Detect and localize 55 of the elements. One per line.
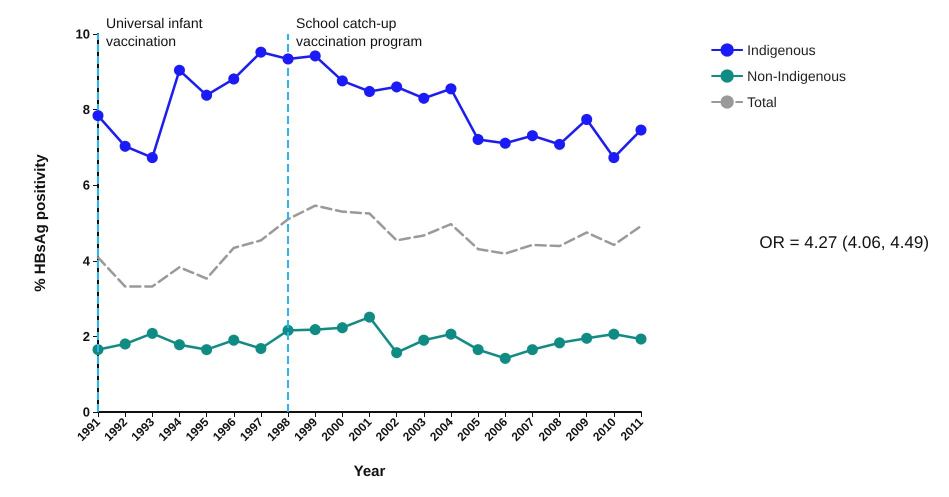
- point: [608, 152, 620, 164]
- point: [146, 152, 158, 164]
- point: [92, 110, 104, 122]
- point: [636, 124, 646, 136]
- point: [310, 50, 321, 62]
- point: [336, 322, 348, 334]
- legend-label: Indigenous: [747, 42, 816, 58]
- legend-label: Total: [747, 94, 777, 110]
- legend-label: Non-Indigenous: [747, 68, 846, 84]
- point: [336, 75, 348, 86]
- point: [472, 134, 484, 145]
- point: [526, 130, 538, 142]
- point: [445, 83, 456, 94]
- point: [554, 337, 566, 348]
- point: [500, 352, 511, 364]
- point: [554, 138, 566, 150]
- point: [201, 344, 212, 356]
- y-axis-title: % HBsAg positivity: [32, 154, 49, 292]
- x-axis-title: Year: [354, 463, 386, 480]
- point: [581, 332, 592, 344]
- point: [391, 81, 402, 92]
- point: [146, 328, 158, 339]
- point: [526, 344, 538, 356]
- line-series: [96, 204, 642, 288]
- point: [364, 312, 375, 323]
- point: [174, 64, 185, 76]
- y-tick-label: 10: [76, 26, 90, 42]
- y-tick-label: 2: [82, 328, 90, 344]
- point: [282, 53, 294, 64]
- y-tick-label: 8: [82, 102, 90, 118]
- point: [445, 328, 456, 340]
- point: [391, 347, 402, 358]
- point: [636, 334, 646, 345]
- point: [120, 338, 131, 350]
- point: [608, 328, 620, 340]
- point: [472, 344, 484, 356]
- point: [255, 46, 266, 58]
- point: [310, 324, 321, 336]
- point: [228, 334, 240, 346]
- ref-line-label: School catch-up vaccination program: [296, 15, 422, 49]
- point: [201, 90, 212, 101]
- text: OR = 4.27 (4.06, 4.49): [759, 233, 930, 252]
- point: [581, 114, 592, 125]
- point: [174, 339, 185, 350]
- ref-line-label: Universal infant vaccination: [106, 15, 203, 49]
- y-tick-label: 6: [82, 178, 90, 193]
- point: [228, 73, 240, 84]
- y-tick-label: 0: [82, 404, 90, 420]
- point: [255, 343, 266, 354]
- point: [120, 140, 131, 152]
- y-tick-label: 4: [82, 253, 91, 268]
- point: [364, 86, 375, 97]
- point: [500, 138, 511, 149]
- point: [418, 92, 430, 104]
- point: [418, 334, 430, 346]
